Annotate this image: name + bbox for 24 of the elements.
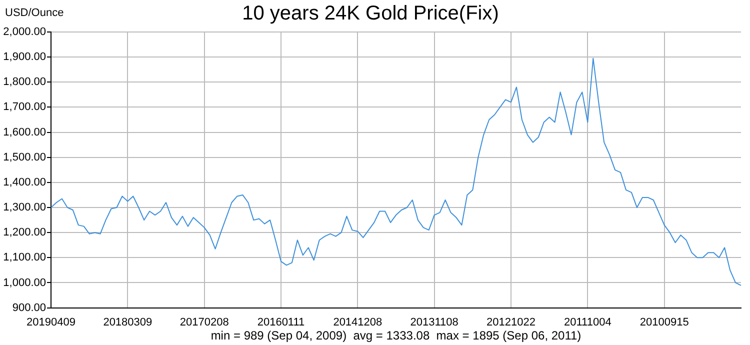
y-tick-label: 2,000.00: [3, 26, 46, 38]
y-tick-label: 1,600.00: [3, 126, 46, 138]
y-tick-label: 900.00: [12, 302, 46, 314]
x-tick-label: 20190409: [26, 316, 76, 328]
y-tick-label: 1,200.00: [3, 226, 46, 239]
x-tick-label: 20100915: [640, 316, 689, 328]
y-tick-label: 1,400.00: [3, 176, 46, 188]
y-axis-title: USD/Ounce: [5, 7, 64, 19]
text: min = 989 (Sep 04, 2009) avg = 1333.08 max = 1895 (Sep 06, 2011): [210, 328, 582, 342]
y-tick-label: 1,900.00: [3, 51, 46, 64]
x-tick-label: 20121022: [486, 316, 536, 328]
chart-title: 10 years 24K Gold Price(Fix): [242, 2, 499, 25]
y-tick-label: 1,000.00: [3, 276, 46, 289]
y-tick-label: 1,800.00: [3, 76, 46, 88]
x-tick-label: 20180309: [103, 316, 152, 328]
y-tick-label: 1,700.00: [3, 101, 46, 114]
y-tick-label: 1,500.00: [3, 151, 46, 164]
x-tick-label: 20170208: [180, 316, 229, 328]
y-tick-label: 1,300.00: [3, 202, 46, 214]
x-tick-label: 20160111: [257, 316, 305, 328]
x-tick-label: 20111004: [564, 316, 612, 328]
x-tick-label: 20141208: [333, 316, 382, 328]
y-tick-label: 1,100.00: [3, 252, 46, 264]
x-tick-label: 20131108: [410, 316, 458, 328]
